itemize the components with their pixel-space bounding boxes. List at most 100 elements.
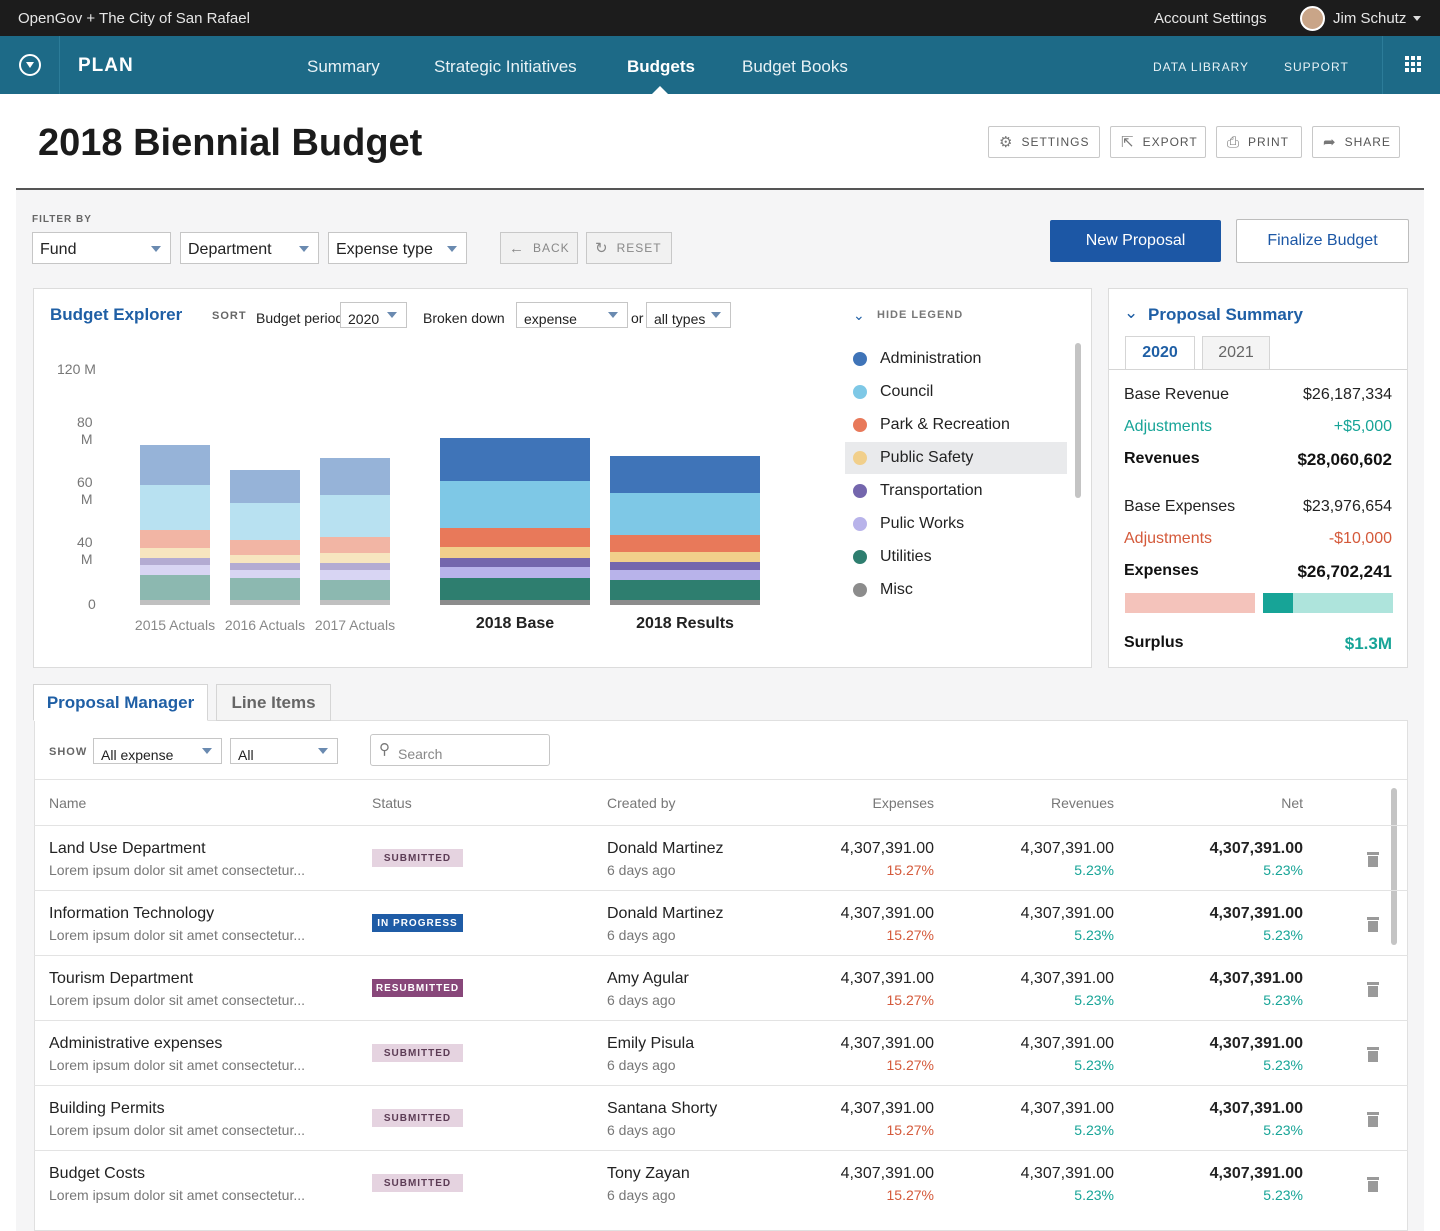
bar-segment[interactable]: [140, 529, 210, 549]
column-header-status[interactable]: Status: [372, 795, 412, 811]
bar-segment[interactable]: [440, 566, 590, 579]
account-settings-link[interactable]: Account Settings: [1154, 10, 1267, 27]
tab-strategic-initiatives[interactable]: Strategic Initiatives: [434, 57, 577, 76]
export-button[interactable]: ⇱ EXPORT: [1110, 126, 1206, 158]
budget-period-select[interactable]: 2020: [340, 302, 407, 328]
tab-year-2021[interactable]: 2021: [1202, 336, 1270, 370]
bar-segment[interactable]: [140, 564, 210, 575]
bar-segment[interactable]: [140, 444, 210, 485]
table-row[interactable]: Budget Costs Lorem ipsum dolor sit amet c…: [34, 1150, 1408, 1215]
tab-proposal-manager[interactable]: Proposal Manager: [33, 684, 208, 721]
legend-item[interactable]: Pulic Works: [845, 508, 1067, 540]
bar-segment[interactable]: [440, 528, 590, 547]
apps-grid-icon[interactable]: [1382, 36, 1440, 94]
bar-segment[interactable]: [320, 494, 390, 537]
trash-icon[interactable]: [1367, 1047, 1379, 1062]
legend-item[interactable]: Park & Recreation: [845, 409, 1067, 441]
bar-segment[interactable]: [320, 569, 390, 580]
proposal-name[interactable]: Building Permits: [49, 1100, 165, 1117]
table-row[interactable]: Building Permits Lorem ipsum dolor sit am…: [34, 1085, 1408, 1150]
bar-segment[interactable]: [320, 563, 390, 570]
trash-icon[interactable]: [1367, 917, 1379, 932]
bar-segment[interactable]: [230, 503, 300, 540]
types-select[interactable]: all types: [646, 302, 731, 328]
legend-item[interactable]: Public Safety: [845, 442, 1067, 474]
bar-segment[interactable]: [610, 561, 760, 570]
legend-item[interactable]: Transportation: [845, 475, 1067, 507]
column-header-created-by[interactable]: Created by: [607, 795, 676, 811]
trash-icon[interactable]: [1367, 982, 1379, 997]
tab-year-2020[interactable]: 2020: [1125, 336, 1195, 370]
hide-legend-toggle[interactable]: HIDE LEGEND: [877, 309, 964, 321]
chevron-down-icon[interactable]: ⌄: [1124, 303, 1139, 322]
bar-segment[interactable]: [610, 493, 760, 535]
search-input[interactable]: ⚲ Search: [370, 734, 550, 766]
proposal-name[interactable]: Tourism Department: [49, 970, 194, 987]
legend-scrollbar[interactable]: [1075, 343, 1081, 498]
bar-segment[interactable]: [610, 599, 760, 605]
bar-segment[interactable]: [230, 563, 300, 570]
legend-item[interactable]: Administration: [845, 343, 1067, 375]
back-button[interactable]: ← BACK: [500, 232, 578, 264]
settings-button[interactable]: ⚙ SETTINGS: [988, 126, 1100, 158]
table-scrollbar[interactable]: [1391, 788, 1397, 945]
bar-segment[interactable]: [440, 546, 590, 559]
bar-segment[interactable]: [140, 548, 210, 559]
bar-segment[interactable]: [320, 458, 390, 495]
trash-icon[interactable]: [1367, 852, 1379, 867]
new-proposal-button[interactable]: New Proposal: [1050, 220, 1221, 262]
avatar[interactable]: [1300, 6, 1325, 31]
reset-button[interactable]: ↻ RESET: [586, 232, 672, 264]
bar-segment[interactable]: [230, 469, 300, 504]
table-row[interactable]: Information Technology Lorem ipsum dolor …: [34, 890, 1408, 955]
bar-segment[interactable]: [320, 599, 390, 605]
bar-segment[interactable]: [320, 536, 390, 554]
bar-segment[interactable]: [440, 578, 590, 600]
bar-segment[interactable]: [320, 579, 390, 600]
bar-segment[interactable]: [140, 484, 210, 530]
proposal-name[interactable]: Budget Costs: [49, 1165, 146, 1182]
table-row[interactable]: Tourism Department Lorem ipsum dolor sit …: [34, 955, 1408, 1020]
bar-segment[interactable]: [230, 578, 300, 600]
fund-select[interactable]: Fund: [32, 232, 171, 264]
tab-line-items[interactable]: Line Items: [216, 684, 331, 721]
proposal-name[interactable]: Land Use Department: [49, 840, 206, 857]
column-header-expenses[interactable]: Expenses: [872, 795, 934, 811]
legend-item[interactable]: Misc: [845, 574, 1067, 606]
bar-segment[interactable]: [230, 569, 300, 579]
print-button[interactable]: ⎙ PRINT: [1216, 126, 1302, 158]
trash-icon[interactable]: [1367, 1177, 1379, 1192]
share-button[interactable]: ➦ SHARE: [1312, 126, 1400, 158]
bar-segment[interactable]: [230, 539, 300, 555]
column-header-net[interactable]: Net: [1281, 795, 1303, 811]
user-menu[interactable]: Jim Schutz: [1333, 10, 1407, 27]
trash-icon[interactable]: [1367, 1112, 1379, 1127]
bar-segment[interactable]: [610, 579, 760, 600]
proposal-name[interactable]: Information Technology: [49, 905, 215, 922]
chevron-down-icon[interactable]: ⌄: [853, 307, 865, 323]
legend-item[interactable]: Council: [845, 376, 1067, 408]
bar-segment[interactable]: [140, 599, 210, 605]
status-filter-select[interactable]: All: [230, 738, 338, 764]
bar-segment[interactable]: [320, 553, 390, 564]
bar-segment[interactable]: [440, 558, 590, 567]
broken-down-select[interactable]: expense: [516, 302, 628, 328]
bar-segment[interactable]: [140, 558, 210, 565]
bar-segment[interactable]: [440, 599, 590, 605]
bar-segment[interactable]: [230, 554, 300, 564]
proposal-name[interactable]: Administrative expenses: [49, 1035, 223, 1052]
tab-budgets[interactable]: Budgets: [627, 57, 695, 76]
data-library-link[interactable]: DATA LIBRARY: [1153, 60, 1250, 74]
support-link[interactable]: SUPPORT: [1284, 60, 1349, 74]
bar-segment[interactable]: [440, 481, 590, 529]
home-logo[interactable]: [0, 36, 60, 94]
table-row[interactable]: Administrative expenses Lorem ipsum dolor…: [34, 1020, 1408, 1085]
bar-segment[interactable]: [140, 574, 210, 600]
bar-segment[interactable]: [610, 551, 760, 562]
column-header-revenues[interactable]: Revenues: [1050, 795, 1114, 811]
column-header-name[interactable]: Name: [49, 795, 87, 811]
show-expense-select[interactable]: All expense: [93, 738, 222, 764]
table-row[interactable]: Land Use Department Lorem ipsum dolor sit…: [34, 825, 1408, 890]
bar-segment[interactable]: [230, 599, 300, 605]
finalize-budget-button[interactable]: Finalize Budget: [1236, 219, 1409, 263]
